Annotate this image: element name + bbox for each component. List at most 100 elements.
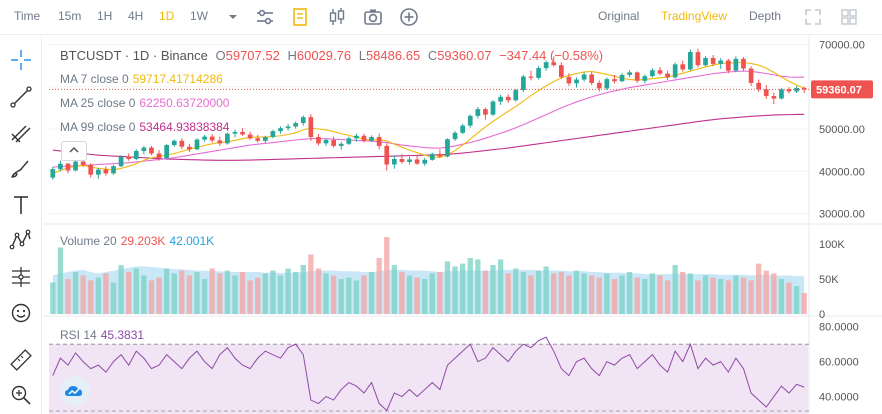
zoom-in-icon[interactable] [8, 382, 34, 408]
candle-body [285, 126, 291, 129]
candle-body [225, 133, 230, 144]
volume-bar [611, 279, 618, 314]
candle-body [179, 140, 185, 147]
candle-body [308, 117, 314, 138]
camera-icon[interactable] [362, 6, 384, 28]
interval-1d[interactable]: 1D [159, 9, 175, 23]
rsi-legend: RSI 14 45.3831 [60, 328, 148, 342]
price-tick-label: 50000.00 [819, 124, 865, 136]
candle-body [407, 159, 412, 162]
price-tick-label: 40000.00 [819, 166, 865, 178]
volume-bar [414, 277, 420, 314]
candle-body [505, 96, 511, 101]
volume-bar [649, 273, 656, 314]
candle-body [255, 138, 261, 141]
candle-body [300, 117, 306, 124]
volume-bar [801, 293, 807, 314]
volume-bar [771, 273, 777, 314]
volume-bar [505, 273, 511, 314]
interval-1w[interactable]: 1W [190, 9, 208, 23]
candle-body [331, 139, 336, 146]
ma7-label: MA 7 close 0 [60, 72, 129, 86]
interval-1h[interactable]: 1H [97, 9, 113, 23]
ohlc-legend: BTCUSDT · 1D · Binance O59707.52 H60029.… [60, 48, 607, 63]
bookmark-icon[interactable] [289, 6, 311, 28]
candle-body [748, 68, 754, 83]
candle-body [247, 134, 253, 139]
emoji-icon[interactable] [8, 300, 34, 326]
fib-icon[interactable] [8, 120, 34, 146]
text-icon[interactable] [8, 192, 34, 218]
chart-area[interactable]: 70000.0060000.0050000.0040000.0030000.00… [43, 36, 882, 414]
candle-body [126, 156, 132, 160]
volume-bar [209, 268, 215, 314]
candlesticks [50, 48, 807, 180]
candle-body [103, 169, 109, 174]
volume-bar [695, 280, 701, 314]
chart-toolbar: Time 15m 1H 4H 1D 1W [0, 0, 882, 35]
volume-bar [338, 279, 344, 314]
volume-bar [323, 273, 329, 314]
volume-bar [156, 277, 162, 314]
add-circle-icon[interactable] [398, 6, 420, 28]
collapse-legend-button[interactable] [61, 141, 87, 161]
candle-body [725, 60, 731, 71]
candle-body [111, 166, 116, 174]
volume-bar [756, 263, 762, 314]
rsi-tick-label: 80.0000 [819, 322, 859, 334]
ma25-line [52, 70, 805, 168]
measure-icon[interactable] [8, 264, 34, 290]
pattern-icon[interactable] [8, 227, 34, 253]
volume-bar [293, 272, 299, 314]
grid-icon[interactable] [838, 6, 860, 28]
crosshair-icon[interactable] [8, 47, 34, 73]
candle-body [354, 135, 359, 139]
rsi-tick-label: 60.0000 [819, 357, 859, 369]
high-label: H [287, 48, 297, 63]
volume-bar [141, 275, 147, 314]
candle-body [58, 163, 63, 170]
volume-bar [300, 265, 306, 314]
candle-body [688, 52, 693, 70]
volume-bar [201, 279, 208, 314]
interval-4h[interactable]: 4H [128, 9, 144, 23]
volume-bar [604, 273, 610, 314]
candle-body [50, 169, 56, 178]
price-chart[interactable]: 70000.0060000.0050000.0040000.0030000.00… [43, 36, 882, 414]
rsi-tick-label: 40.0000 [819, 392, 859, 404]
candle-chart-icon[interactable] [326, 6, 348, 28]
view-tradingview[interactable]: TradingView [661, 9, 728, 23]
candle-body [733, 58, 739, 71]
view-depth[interactable]: Depth [749, 9, 782, 23]
interval-15m[interactable]: 15m [58, 9, 82, 23]
volume-bar [391, 265, 398, 314]
candle-body [665, 73, 670, 78]
indicator-settings-icon[interactable] [254, 6, 276, 28]
volume-bar [657, 275, 663, 314]
candle-body [801, 87, 807, 90]
trend-line-icon[interactable] [8, 84, 34, 110]
candle-body [141, 147, 147, 151]
chevron-down-icon[interactable] [222, 6, 244, 28]
volume-bar [179, 270, 185, 314]
ma25-value: 62250.63720000 [139, 96, 230, 110]
ruler-icon[interactable] [8, 347, 34, 373]
candle-body [262, 137, 268, 141]
candle-body [695, 52, 701, 66]
brush-icon[interactable] [8, 156, 34, 182]
volume-bar [778, 279, 785, 314]
volume-bar [520, 272, 527, 314]
view-original[interactable]: Original [598, 9, 640, 23]
chevron-up-icon [69, 146, 79, 153]
candle-body [703, 57, 708, 66]
interval-time[interactable]: Time [14, 9, 41, 23]
volume-bar [482, 270, 489, 314]
volume-bar [186, 275, 193, 314]
volume-bar [710, 277, 716, 314]
volume-bar [80, 275, 86, 314]
symbol-label: BTCUSDT · 1D · Binance [60, 48, 208, 63]
candle-body [498, 96, 503, 102]
ma99-line [52, 113, 805, 161]
candle-body [672, 64, 678, 78]
expand-icon[interactable] [802, 6, 824, 28]
